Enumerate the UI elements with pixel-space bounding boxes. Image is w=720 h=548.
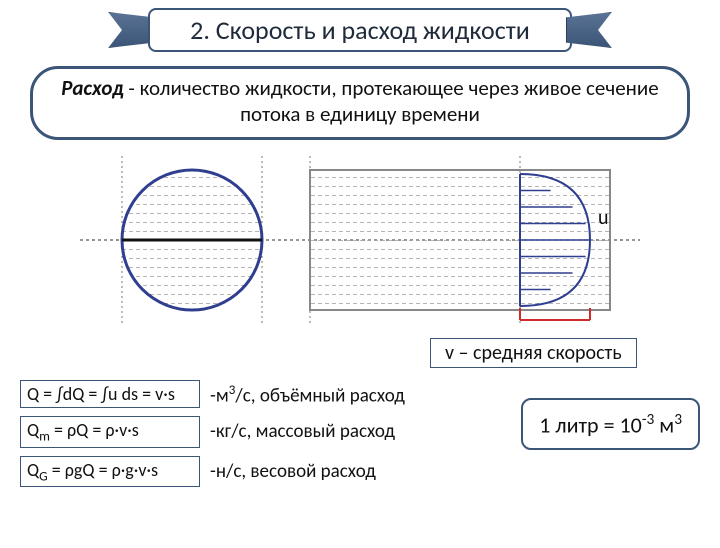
formula-row: QG = ρgQ = ρ·g·v·s -н/с, весовой расход — [20, 456, 491, 488]
formula-row: Qm = ρQ = ρ·v·s -кг/с, массовый расход — [20, 416, 491, 448]
definition-text: - количество жидкости, протекающее через… — [124, 75, 659, 127]
formula-weight-desc: -н/с, весовой расход — [210, 460, 376, 483]
svg-text:u: u — [598, 206, 609, 230]
conversion-box: 1 литр = 10-3 м3 — [521, 398, 700, 450]
formula-row: Q = ∫dQ = ∫u ds = v·s -м3/с, объёмный ра… — [20, 380, 491, 408]
flow-diagram: u — [80, 150, 640, 330]
avg-velocity-label: v – средняя скорость — [430, 338, 637, 368]
formula-volumetric: Q = ∫dQ = ∫u ds = v·s — [20, 380, 200, 408]
formula-volumetric-desc: -м3/с, объёмный расход — [210, 381, 405, 407]
page-title: 2. Скорость и расход жидкости — [148, 8, 572, 52]
definition-term: Расход — [61, 75, 123, 101]
ribbon-tail-right — [566, 12, 612, 48]
formula-mass: Qm = ρQ = ρ·v·s — [20, 416, 200, 448]
formulas-block: Q = ∫dQ = ∫u ds = v·s -м3/с, объёмный ра… — [20, 380, 491, 495]
definition-box: Расход - количество жидкости, протекающе… — [30, 66, 690, 140]
formula-weight: QG = ρgQ = ρ·g·v·s — [20, 456, 200, 488]
formula-mass-desc: -кг/с, массовый расход — [210, 420, 395, 443]
